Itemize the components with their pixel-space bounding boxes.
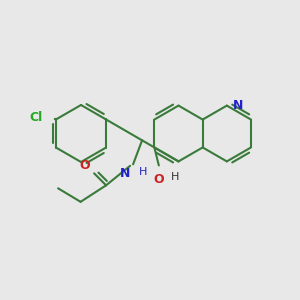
Text: O: O (79, 159, 90, 172)
Text: H: H (171, 172, 179, 182)
Text: N: N (120, 167, 130, 180)
Text: O: O (154, 173, 164, 186)
Text: H: H (139, 167, 148, 177)
Text: Cl: Cl (30, 111, 43, 124)
Text: N: N (233, 99, 243, 112)
